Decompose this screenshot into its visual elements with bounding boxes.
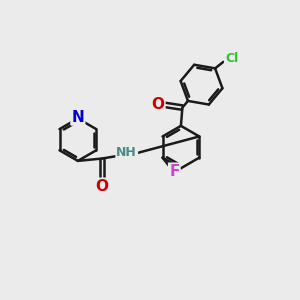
Text: Cl: Cl (225, 52, 238, 65)
Text: N: N (71, 110, 84, 124)
Text: O: O (152, 97, 164, 112)
Text: NH: NH (116, 146, 137, 159)
Text: O: O (95, 179, 109, 194)
Text: F: F (169, 164, 179, 179)
